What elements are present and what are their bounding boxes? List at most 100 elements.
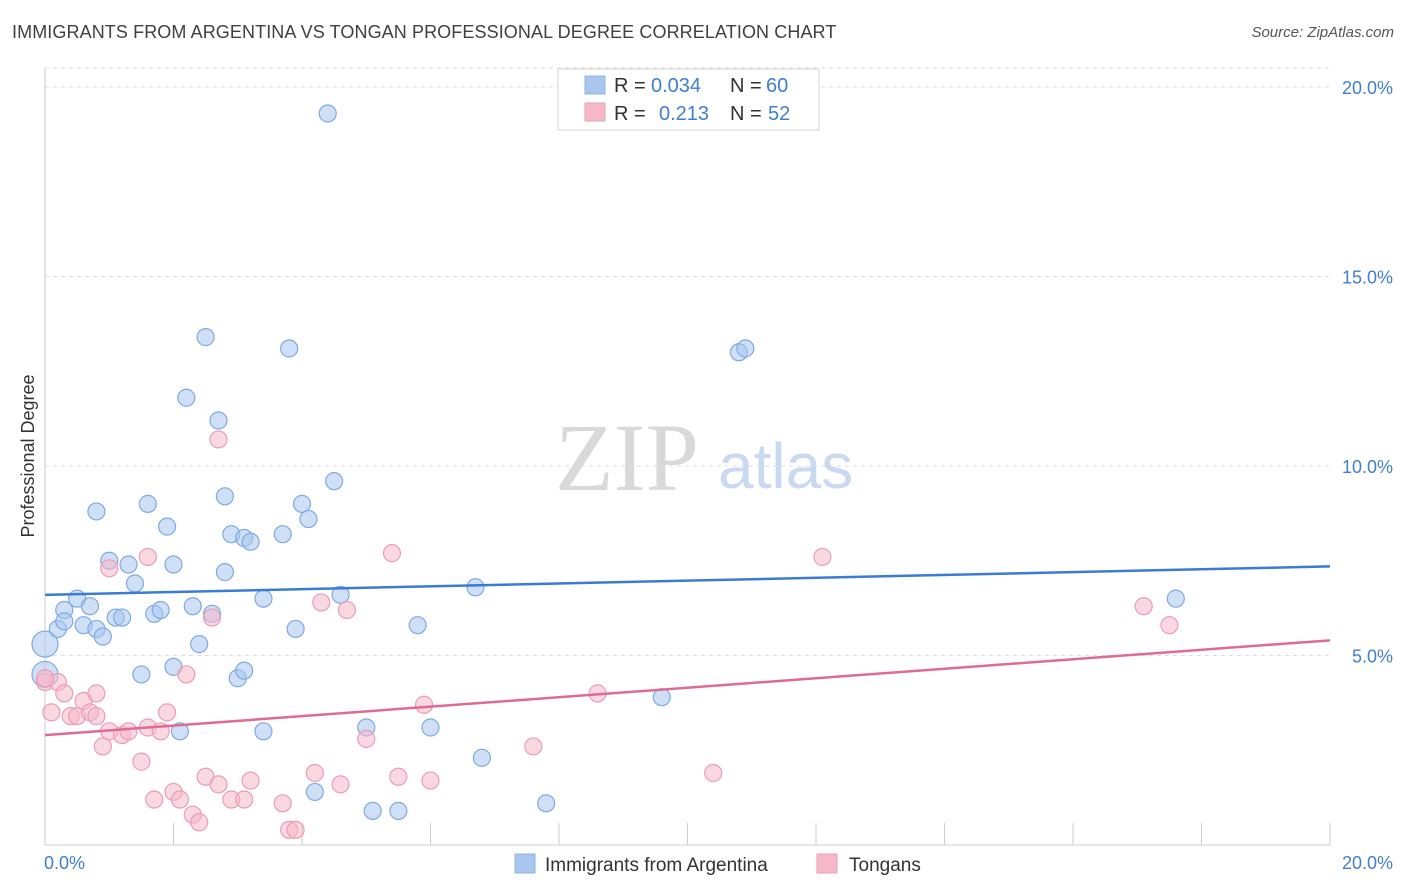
point-tongans-14 <box>119 722 138 741</box>
point-argentina-25 <box>183 597 202 616</box>
bottom-legend-swatch-tongans <box>816 853 838 874</box>
point-tongans-23 <box>177 665 196 684</box>
point-tongans-49 <box>1134 597 1153 616</box>
point-argentina-14 <box>119 555 138 574</box>
point-argentina-51 <box>408 616 427 635</box>
point-tongans-43 <box>414 695 434 714</box>
bottom-legend: Immigrants from Argentina Tongans <box>514 853 921 876</box>
point-tongans-12 <box>100 559 119 578</box>
y-tick-label-3: 20.0% <box>1342 78 1393 98</box>
bottom-legend-swatch-argentina <box>514 853 536 874</box>
trend-line-tongans <box>44 639 1331 737</box>
point-argentina-45 <box>318 104 337 123</box>
point-argentina-37 <box>254 722 273 741</box>
legend-swatch-tongans <box>584 102 606 122</box>
point-argentina-29 <box>209 411 228 430</box>
point-argentina-27 <box>196 328 215 347</box>
point-argentina-21 <box>164 555 183 574</box>
point-tongans-41 <box>382 544 402 563</box>
point-argentina-49 <box>363 801 382 820</box>
trend-lines <box>44 565 1331 737</box>
point-tongans-35 <box>286 820 305 839</box>
point-argentina-36 <box>241 532 260 551</box>
point-tongans-17 <box>138 547 157 567</box>
point-argentina-52 <box>421 718 440 737</box>
point-argentina-10 <box>93 627 112 646</box>
point-tongans-10 <box>93 737 112 756</box>
legend-r-value-2: 0.213 <box>659 103 709 125</box>
legend-r-label-2: R = <box>614 103 646 125</box>
watermark-zip: ZIP <box>555 404 699 511</box>
point-tongans-1 <box>42 703 61 722</box>
trend-line-argentina <box>44 565 1331 597</box>
point-argentina-24 <box>177 388 196 407</box>
point-argentina-26 <box>190 635 209 654</box>
point-argentina-15 <box>125 574 145 593</box>
bottom-legend-label-argentina: Immigrants from Argentina <box>545 855 768 876</box>
point-argentina-19 <box>151 600 170 620</box>
point-argentina-34 <box>235 661 254 680</box>
point-argentina-0 <box>31 630 59 658</box>
point-argentina-43 <box>299 509 318 529</box>
point-tongans-42 <box>389 767 408 786</box>
point-argentina-38 <box>254 589 273 608</box>
bottom-legend-label-tongans: Tongans <box>849 855 921 876</box>
point-argentina-47 <box>331 585 350 604</box>
point-argentina-13 <box>112 608 132 627</box>
point-argentina-31 <box>215 487 234 506</box>
legend-box: R = 0.034 N = 60 R = 0.213 N = 52 <box>557 68 820 131</box>
point-argentina-16 <box>132 665 151 684</box>
point-argentina-40 <box>280 339 299 358</box>
point-tongans-44 <box>421 771 440 790</box>
point-tongans-15 <box>132 752 151 771</box>
point-argentina-50 <box>389 801 408 820</box>
watermark: ZIP atlas <box>555 404 853 511</box>
point-tongans-50 <box>1160 616 1179 635</box>
point-argentina-59 <box>1166 589 1185 608</box>
point-tongans-31 <box>235 790 254 809</box>
point-argentina-42 <box>292 494 312 513</box>
legend-n-label-1: N = <box>730 75 762 97</box>
point-tongans-37 <box>312 593 331 612</box>
point-argentina-8 <box>87 502 106 521</box>
point-tongans-20 <box>157 703 177 722</box>
point-tongans-51 <box>35 669 55 688</box>
point-argentina-41 <box>286 619 305 639</box>
point-argentina-39 <box>273 525 292 544</box>
point-argentina-20 <box>157 517 177 536</box>
point-argentina-4 <box>55 612 74 631</box>
point-tongans-47 <box>704 763 723 783</box>
point-tongans-33 <box>273 794 292 813</box>
y-axis-label: Professional Degree <box>18 374 38 537</box>
point-argentina-7 <box>80 597 100 616</box>
point-tongans-36 <box>305 763 324 783</box>
point-argentina-58 <box>736 339 755 358</box>
point-argentina-17 <box>138 494 157 513</box>
point-tongans-27 <box>202 608 222 627</box>
point-argentina-23 <box>170 722 190 741</box>
point-argentina-53 <box>466 578 485 597</box>
point-tongans-9 <box>87 684 106 703</box>
legend-n-value-1: 60 <box>766 75 788 97</box>
legend-n-value-2: 52 <box>768 103 790 125</box>
legend-swatch-argentina <box>584 75 606 95</box>
point-tongans-45 <box>524 737 543 756</box>
point-argentina-55 <box>537 794 556 813</box>
point-tongans-18 <box>145 790 164 809</box>
point-tongans-32 <box>241 771 260 790</box>
point-tongans-25 <box>190 813 209 832</box>
point-tongans-28 <box>209 775 228 794</box>
point-argentina-30 <box>215 563 234 582</box>
point-tongans-8 <box>87 707 106 726</box>
y-tick-label-1: 10.0% <box>1342 457 1393 477</box>
point-tongans-48 <box>813 547 832 567</box>
source-label: Source: ZipAtlas.com <box>1251 24 1394 41</box>
legend-r-value-1: 0.034 <box>651 75 701 97</box>
point-tongans-38 <box>331 775 350 794</box>
legend-n-label-2: N = <box>730 103 762 125</box>
point-argentina-54 <box>472 748 491 767</box>
point-tongans-39 <box>337 600 357 620</box>
point-tongans-22 <box>170 790 190 809</box>
y-tick-label-2: 15.0% <box>1342 267 1393 287</box>
